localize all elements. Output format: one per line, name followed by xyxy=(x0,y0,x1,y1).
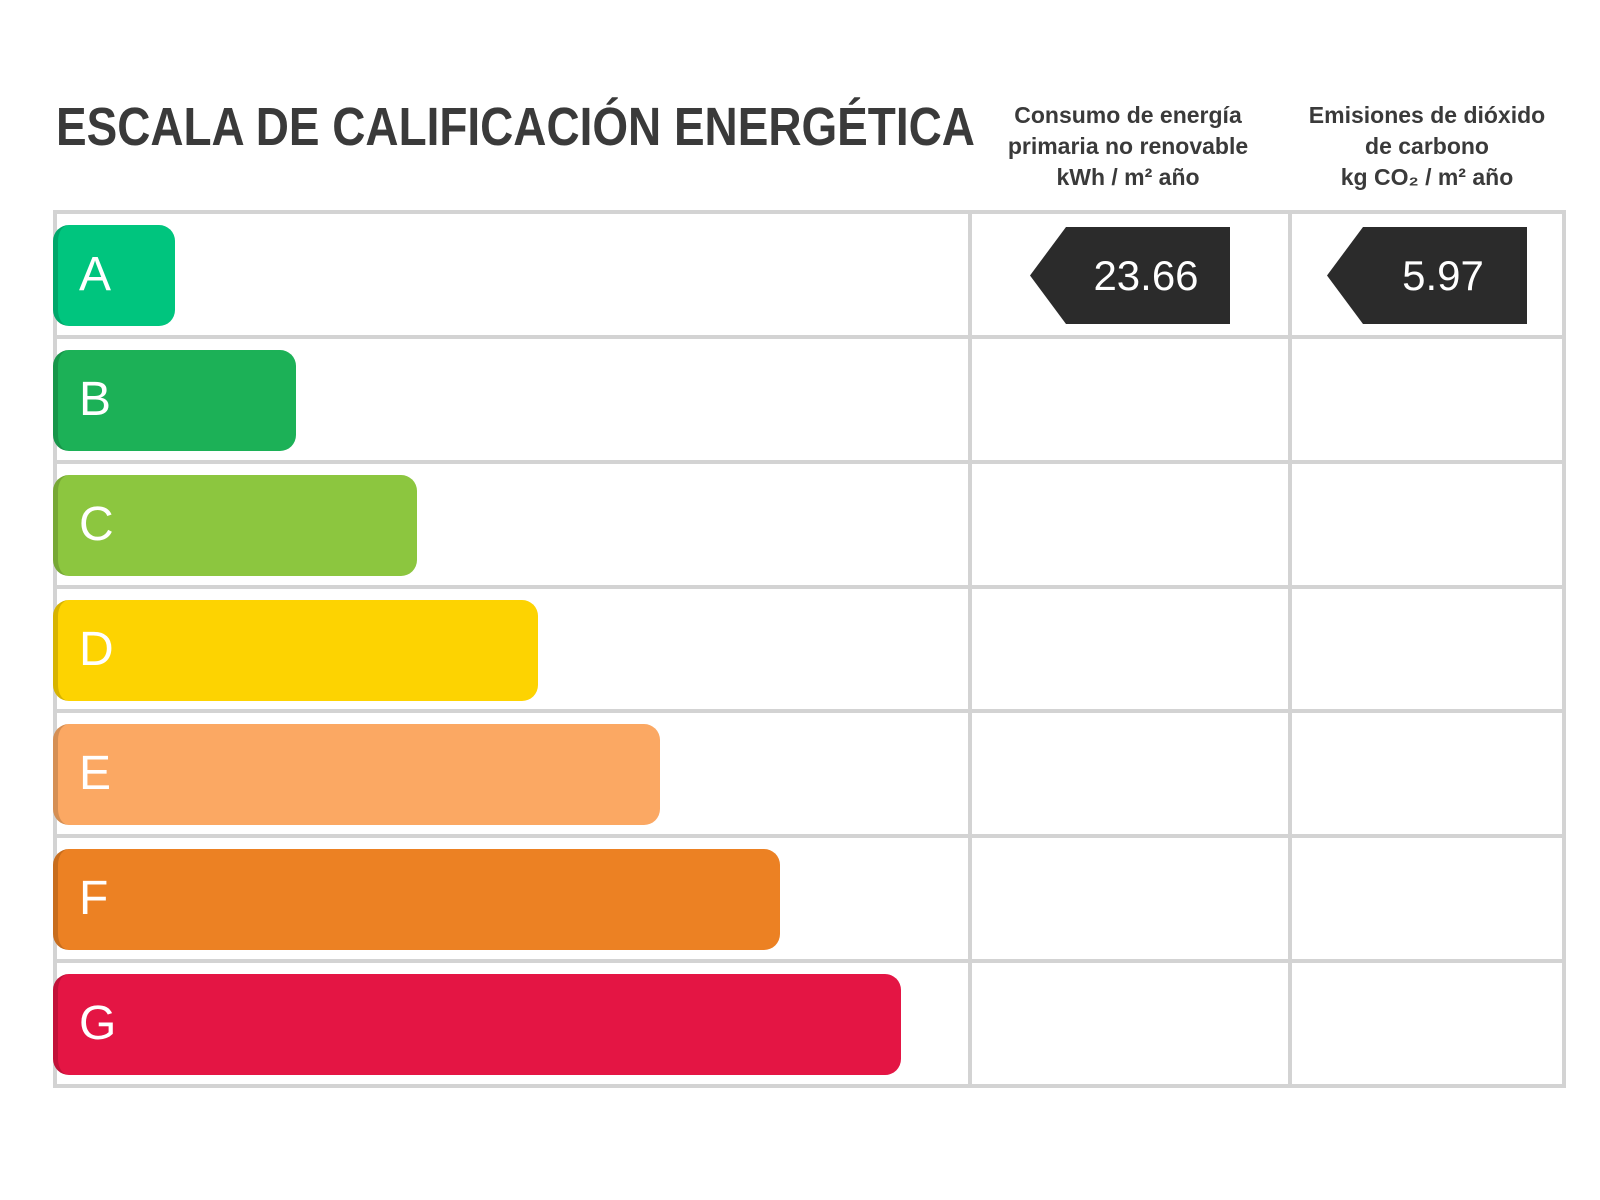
consumo-value-badge: 23.66 xyxy=(1030,227,1230,324)
grade-row-a: A 23.66 5.97 xyxy=(53,214,1562,339)
grade-bar-b: B xyxy=(53,349,296,451)
grade-letter-e: E xyxy=(79,747,112,801)
grade-row-c: C xyxy=(53,464,1562,589)
column-header-consumo-line2: primaria no renovable xyxy=(1007,133,1249,159)
emisiones-value-badge: 5.97 xyxy=(1327,227,1527,324)
grade-bar-g: G xyxy=(53,974,901,1076)
grade-row-e: E xyxy=(53,713,1562,839)
rating-table: A 23.66 5.97 B C D E F G xyxy=(53,210,1566,1088)
grade-bar-f: F xyxy=(53,849,780,951)
grade-letter-d: D xyxy=(79,622,114,676)
column-header-emisiones: Emisiones de dióxido de carbono kg CO₂ /… xyxy=(1288,100,1566,193)
column-header-emisiones-line2: de carbono xyxy=(1365,133,1489,159)
grade-letter-f: F xyxy=(79,872,109,926)
grade-row-f: F xyxy=(53,838,1562,964)
column-header-consumo-units: kWh / m² año xyxy=(1056,164,1200,190)
grade-letter-g: G xyxy=(79,997,117,1051)
grade-bar-c: C xyxy=(53,474,417,576)
column-divider-consumo xyxy=(968,214,972,1084)
grade-row-b: B xyxy=(53,339,1562,464)
column-header-consumo: Consumo de energía primaria no renovable… xyxy=(968,100,1288,193)
grade-row-d: D xyxy=(53,589,1562,714)
column-header-consumo-line1: Consumo de energía xyxy=(1014,102,1242,128)
page-title: ESCALA DE CALIFICACIÓN ENERGÉTICA xyxy=(56,97,975,157)
grade-bar-e: E xyxy=(53,724,660,826)
grade-letter-a: A xyxy=(79,248,112,301)
grade-row-g: G xyxy=(53,963,1562,1084)
consumo-value-badge-text: 23.66 xyxy=(1093,251,1199,299)
column-divider-emisiones xyxy=(1288,214,1292,1084)
column-header-emisiones-line1: Emisiones de dióxido xyxy=(1308,102,1546,128)
grade-letter-c: C xyxy=(79,497,114,551)
emisiones-value-badge-text: 5.97 xyxy=(1402,251,1484,299)
grade-bar-a: A xyxy=(53,225,175,326)
grade-letter-b: B xyxy=(79,372,112,426)
column-header-emisiones-units: kg CO₂ / m² año xyxy=(1340,164,1514,190)
grade-bar-d: D xyxy=(53,599,538,701)
